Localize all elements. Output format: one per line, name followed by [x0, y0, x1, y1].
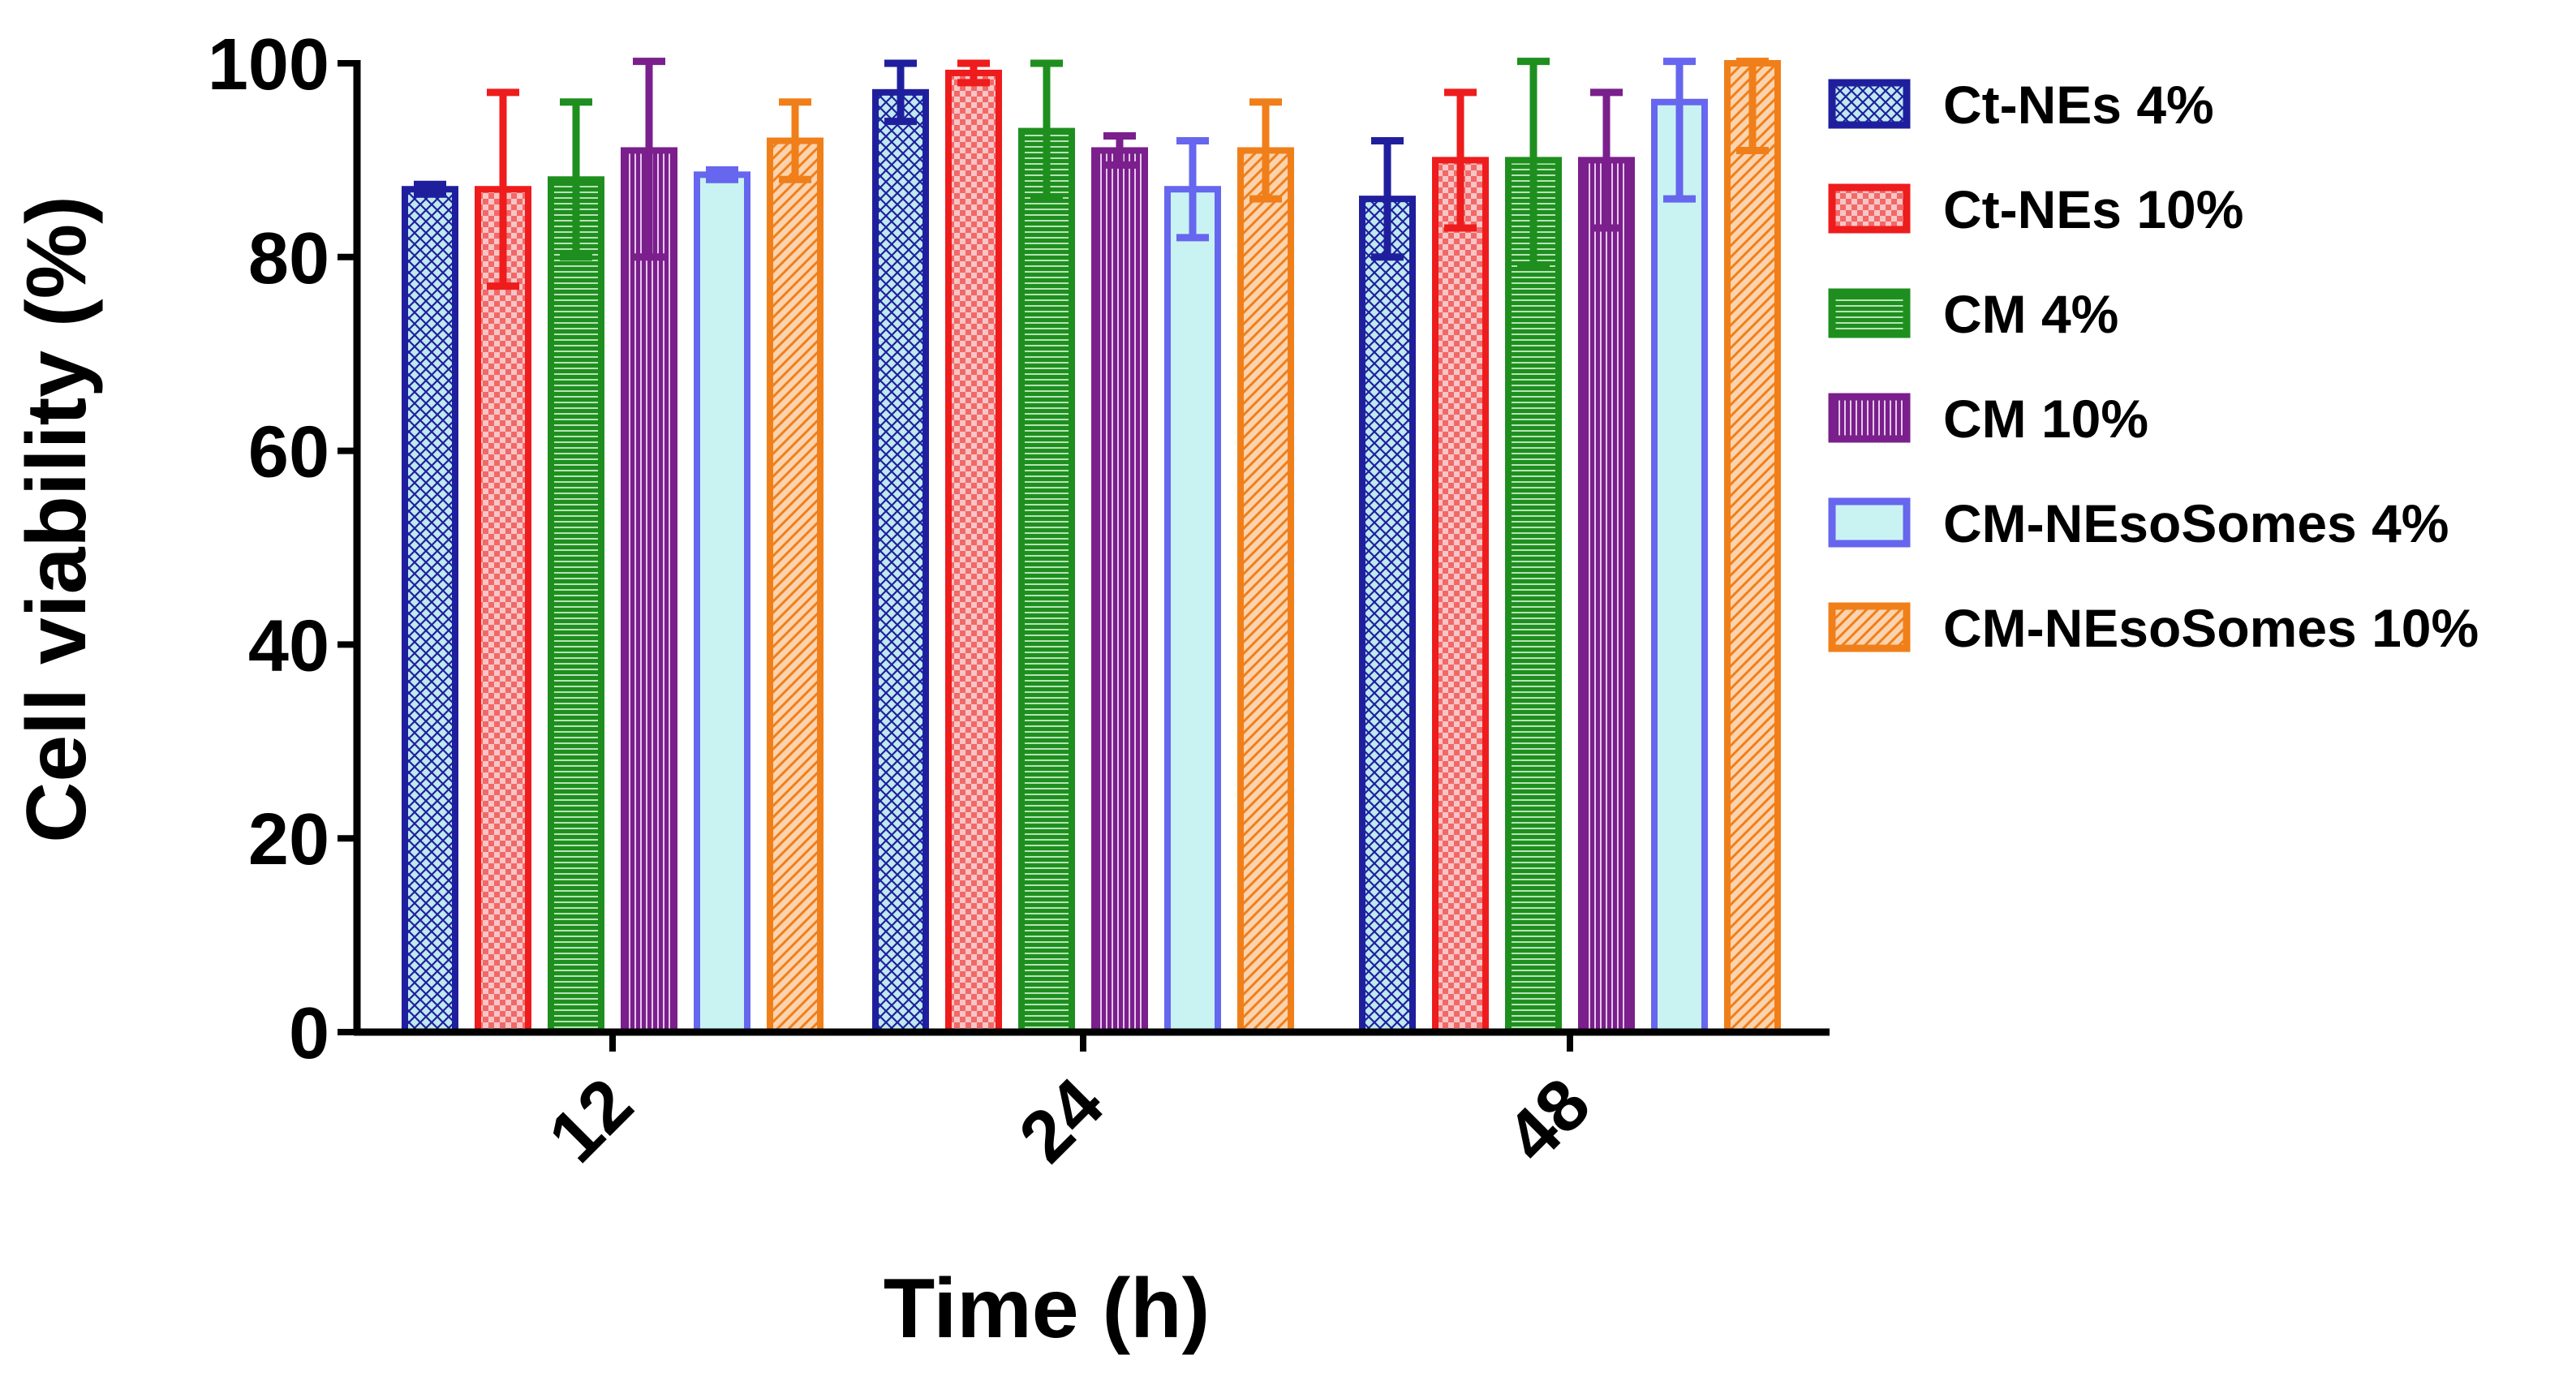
legend-swatch — [1828, 393, 1911, 443]
bars-layer — [402, 60, 1781, 1036]
legend-label: CM 10% — [1943, 389, 2148, 449]
y-tick-label: 40 — [248, 605, 329, 686]
legend-item: CM-NEsoSomes 10% — [1828, 598, 2479, 658]
bar-24-series-2 — [1018, 127, 1075, 1036]
error-bar-24-series-2 — [1030, 59, 1063, 203]
legend-label: CM 4% — [1943, 284, 2118, 344]
error-bar-24-series-3 — [1103, 132, 1136, 169]
bar-48-series-4 — [1651, 98, 1708, 1035]
error-bars-layer — [414, 58, 1769, 290]
bar-12-series-2 — [548, 176, 604, 1035]
bar-12-series-1 — [475, 186, 531, 1036]
legend-item: CM 10% — [1828, 389, 2148, 449]
bar-48-series-5 — [1724, 60, 1781, 1035]
legend-item: CM-NEsoSomes 4% — [1828, 493, 2449, 553]
bar-12-series-3 — [621, 147, 677, 1036]
error-bar-48-series-5 — [1736, 58, 1769, 154]
bar-24-series-0 — [872, 88, 929, 1036]
y-tick-label: 0 — [289, 993, 329, 1074]
error-bar-12-series-0 — [414, 180, 446, 198]
x-tick-label: 48 — [1491, 1063, 1606, 1177]
y-axis-title: Cell viability (%) — [10, 196, 104, 843]
y-tick-label: 60 — [248, 412, 329, 493]
legend-label: CM-NEsoSomes 10% — [1943, 598, 2479, 658]
y-tick-label: 20 — [248, 799, 329, 880]
x-axis-title: Time (h) — [884, 1262, 1211, 1356]
error-bar-12-series-1 — [487, 88, 519, 290]
error-bar-12-series-5 — [779, 98, 811, 183]
error-bar-12-series-2 — [560, 98, 592, 261]
x-tick-label: 12 — [534, 1063, 648, 1177]
y-tick-label: 100 — [208, 24, 329, 105]
bar-24-series-3 — [1091, 147, 1148, 1036]
legend-item: Ct-NEs 10% — [1828, 179, 2243, 239]
error-bar-48-series-0 — [1371, 137, 1404, 261]
bar-12-series-5 — [767, 137, 824, 1035]
y-tick-label: 80 — [248, 218, 329, 299]
legend-label: Ct-NEs 4% — [1943, 75, 2214, 135]
error-bar-24-series-1 — [957, 59, 990, 87]
legend-swatch — [1828, 497, 1911, 548]
axes-layer — [353, 60, 1830, 1036]
bar-12-series-4 — [694, 171, 750, 1035]
bar-48-series-0 — [1359, 196, 1416, 1035]
error-bar-12-series-4 — [706, 166, 738, 183]
legend-swatch — [1828, 288, 1911, 338]
legend-item: CM 4% — [1828, 284, 2118, 344]
bar-12-series-0 — [402, 186, 458, 1036]
legend-label: CM-NEsoSomes 4% — [1943, 493, 2449, 553]
legend-swatch — [1828, 602, 1911, 652]
error-bar-48-series-3 — [1590, 88, 1623, 232]
error-bar-24-series-0 — [884, 59, 917, 126]
error-bar-48-series-1 — [1444, 88, 1477, 232]
legend-label: Ct-NEs 10% — [1943, 179, 2243, 239]
legend-item: Ct-NEs 4% — [1828, 75, 2214, 135]
bar-24-series-1 — [945, 69, 1002, 1036]
x-tick-label: 24 — [1004, 1063, 1119, 1177]
error-bar-24-series-4 — [1176, 137, 1209, 242]
error-bar-24-series-5 — [1249, 98, 1282, 203]
legend-swatch — [1828, 79, 1911, 129]
bar-48-series-2 — [1505, 157, 1562, 1035]
error-bar-48-series-2 — [1517, 58, 1550, 271]
legend-swatch — [1828, 183, 1911, 234]
bar-24-series-5 — [1237, 147, 1294, 1036]
error-bar-48-series-4 — [1663, 58, 1696, 203]
error-bar-12-series-3 — [633, 58, 665, 261]
bar-48-series-1 — [1432, 157, 1489, 1035]
bar-48-series-3 — [1578, 157, 1635, 1035]
legend: Ct-NEs 4% Ct-NEs 10% CM 4% CM 10% CM-NEsoSom… — [1828, 75, 2479, 658]
bar-24-series-4 — [1164, 186, 1221, 1036]
